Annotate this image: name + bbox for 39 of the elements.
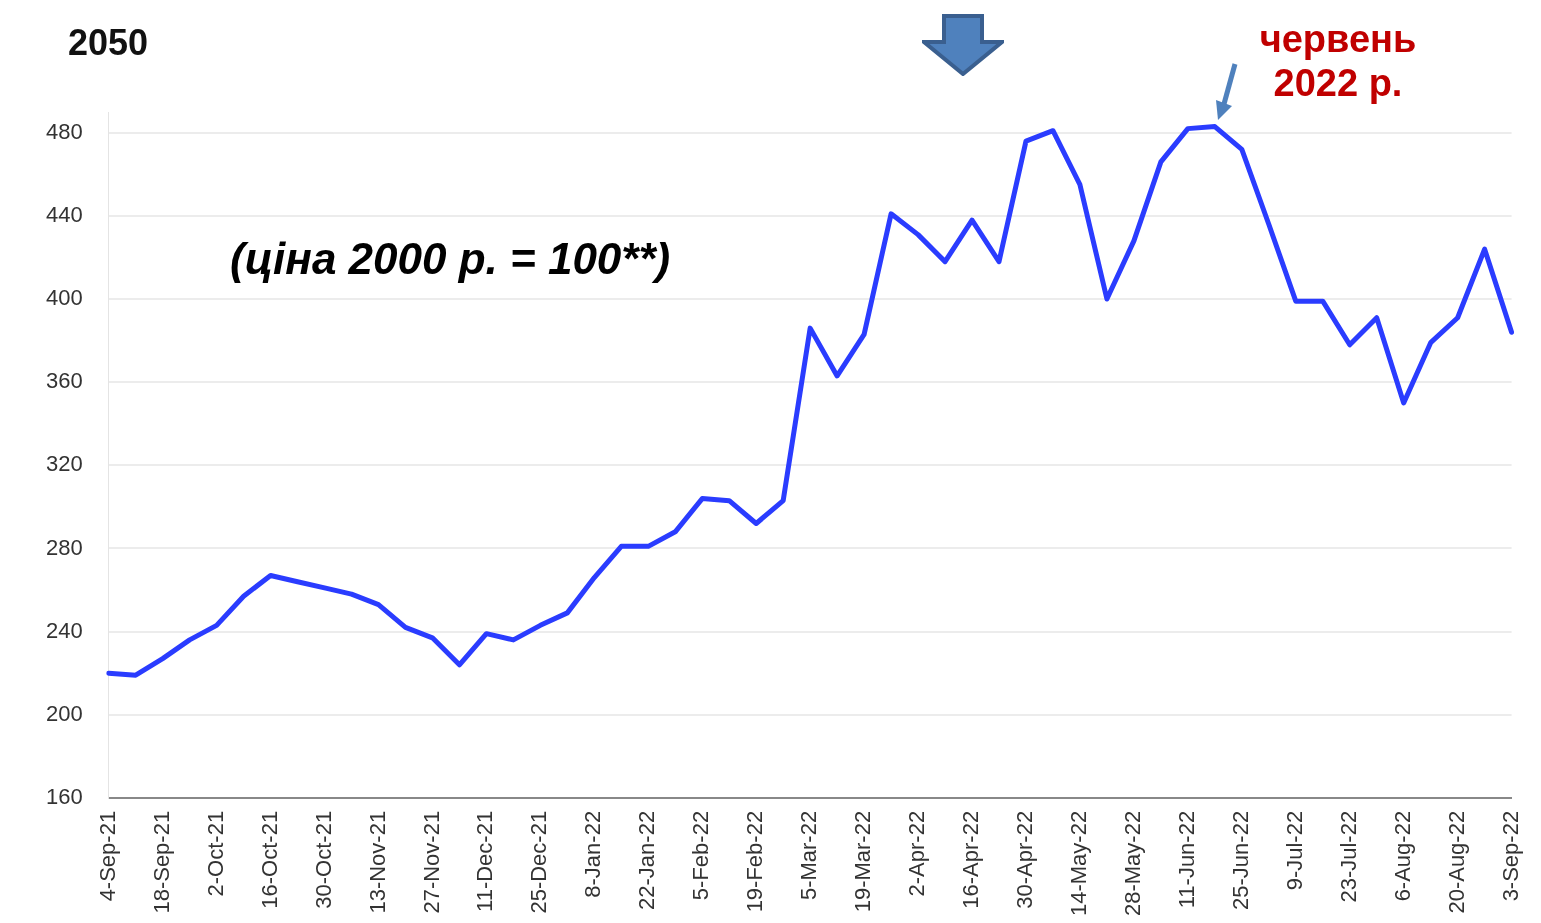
x-tick-label: 19-Feb-22 xyxy=(742,810,768,913)
x-tick-label: 14-May-22 xyxy=(1066,810,1091,916)
annotation: (ціна 2000 р. = 100**) xyxy=(230,234,671,284)
y-tick-label: 360 xyxy=(45,368,83,394)
x-tick-label: 27-Nov-21 xyxy=(418,810,444,914)
x-tick-label: 22-Jan-22 xyxy=(634,810,660,910)
chart-title: 2050 xyxy=(68,21,149,63)
x-tick-label: 2-Apr-22 xyxy=(904,810,930,897)
x-tick-label: 5-Feb-22 xyxy=(688,810,714,901)
y-tick-label: 280 xyxy=(45,534,83,560)
x-tick-label: 5-Mar-22 xyxy=(796,810,822,901)
x-tick-label: 11-Jun-22 xyxy=(1173,810,1199,909)
x-tick-label: 2-Oct-21 xyxy=(202,810,228,897)
x-tick-label: 16-Apr-22 xyxy=(958,810,984,909)
x-tick-label: 11-Dec-21 xyxy=(472,810,498,912)
x-tick-label: 18-Sep-21 xyxy=(148,810,174,914)
x-tick-label: 19-Mar-22 xyxy=(850,810,876,913)
x-tick-label: 25-Jun-22 xyxy=(1227,810,1253,910)
x-tick-label: 16-Oct-21 xyxy=(256,810,282,909)
x-tick-label: 8-Jan-22 xyxy=(580,810,606,898)
y-tick-label: 400 xyxy=(45,285,83,311)
x-tick-label: 13-Nov-21 xyxy=(364,810,390,914)
x-tick-label: 4-Sep-21 xyxy=(94,810,120,902)
x-tick-label: 30-Oct-21 xyxy=(310,810,336,909)
y-tick-label: 480 xyxy=(45,118,83,144)
y-tick-label: 240 xyxy=(45,617,83,643)
x-tick-label: 9-Jul-22 xyxy=(1281,810,1307,891)
x-tick-label: 23-Jul-22 xyxy=(1335,810,1361,903)
text: червень 2022 р. xyxy=(1259,18,1417,105)
x-tick-label: 25-Dec-21 xyxy=(526,810,552,914)
y-tick-label: 200 xyxy=(45,700,83,726)
x-tick-label: 30-Apr-22 xyxy=(1012,810,1038,909)
y-tick-label: 160 xyxy=(45,783,83,809)
y-tick-label: 440 xyxy=(45,201,83,227)
x-tick-label: 28-May-22 xyxy=(1119,810,1145,916)
x-tick-label: 20-Aug-22 xyxy=(1443,810,1469,914)
x-tick-label: 6-Aug-22 xyxy=(1389,810,1415,902)
y-tick-label: 320 xyxy=(45,451,83,477)
x-tick-label: 3-Sep-22 xyxy=(1497,810,1523,902)
